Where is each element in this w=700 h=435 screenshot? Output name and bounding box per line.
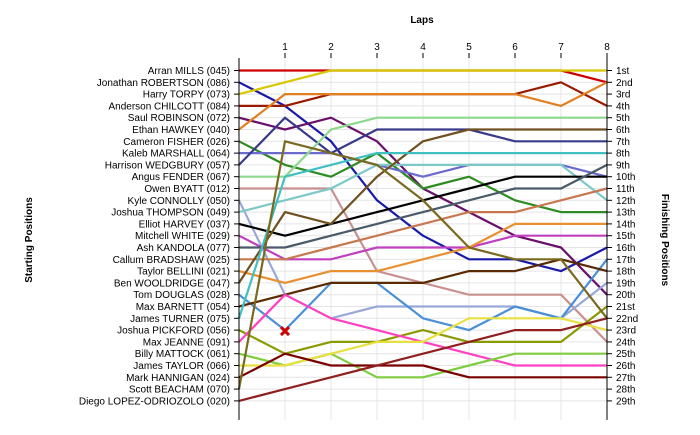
starting-position-label: Arran MILLS (045) — [148, 66, 230, 77]
finishing-position-label: 15th — [616, 231, 635, 242]
series-line — [238, 128, 607, 284]
finishing-position-label: 12th — [616, 196, 635, 207]
starting-position-label: Joshua PICKFORD (056) — [117, 326, 230, 337]
series-line — [238, 317, 608, 402]
starting-position-label: Diego LOPEZ-ODRIOZOLO (020) — [79, 396, 230, 407]
left-axis-title: Starting Positions — [24, 197, 35, 283]
starting-position-label: Callum BRADSHAW (025) — [113, 255, 230, 266]
series-line — [238, 258, 608, 332]
series-line — [237, 152, 607, 319]
series-line — [238, 258, 608, 308]
starting-position-label: Cameron FISHER (026) — [123, 137, 230, 148]
starting-position-labels: Arran MILLS (045)Jonathan ROBERTSON (086… — [79, 66, 239, 407]
finishing-position-labels: 1st2nd3rd4th5th6th7th8th9th10th11th12th1… — [607, 66, 638, 407]
finishing-position-label: 2nd — [616, 78, 633, 89]
finishing-position-label: 26th — [616, 361, 635, 372]
series-line — [238, 163, 608, 214]
series-line — [238, 81, 608, 131]
series-line — [239, 317, 608, 367]
starting-position-label: Max BARNETT (054) — [136, 302, 230, 313]
x-tick-label: 5 — [466, 42, 472, 53]
finishing-position-label: 5th — [616, 113, 630, 124]
x-tick-label: 8 — [604, 42, 610, 53]
finishing-position-label: 3rd — [616, 90, 630, 101]
finishing-position-label: 27th — [616, 373, 635, 384]
starting-position-label: Harrison WEDGBURY (057) — [105, 160, 230, 171]
finishing-position-label: 16th — [616, 243, 635, 254]
finishing-position-label: 25th — [616, 349, 635, 360]
right-axis-title: Finishing Positions — [659, 194, 670, 287]
starting-position-label: Ash KANDOLA (077) — [137, 243, 230, 254]
starting-position-label: Kyle CONNOLLY (050) — [128, 196, 230, 207]
starting-position-label: Billy MATTOCK (061) — [135, 349, 230, 360]
x-tick-label: 7 — [558, 42, 564, 53]
starting-position-label: James TURNER (075) — [130, 314, 230, 325]
starting-position-label: Taylor BELLINI (021) — [137, 267, 230, 278]
starting-position-label: Harry TORPY (073) — [143, 90, 230, 101]
starting-position-label: Ethan HAWKEY (040) — [132, 125, 230, 136]
finishing-position-label: 7th — [616, 137, 630, 148]
series-line — [238, 116, 607, 166]
starting-position-label: Angus FENDER (067) — [132, 172, 230, 183]
finishing-position-label: 20th — [616, 290, 635, 301]
finishing-position-label: 18th — [616, 267, 635, 278]
x-tick-label: 3 — [374, 42, 380, 53]
series-line — [238, 234, 607, 261]
starting-position-label: Max JEANNE (091) — [143, 337, 230, 348]
x-tick-label: 2 — [328, 42, 334, 53]
finishing-position-label: 1st — [616, 66, 630, 77]
finishing-position-label: 9th — [616, 160, 630, 171]
x-axis-title: Laps — [410, 15, 434, 26]
finishing-position-label: 23rd — [616, 326, 636, 337]
series-line — [238, 69, 607, 96]
starting-position-label: Owen BYATT (012) — [144, 184, 230, 195]
finishing-position-label: 19th — [616, 278, 635, 289]
finishing-position-label: 10th — [616, 172, 635, 183]
series-line — [238, 305, 608, 355]
starting-position-label: Mark HANNIGAN (024) — [126, 373, 230, 384]
series-line — [238, 352, 607, 379]
starting-position-label: Elliot HARVEY (037) — [139, 219, 230, 230]
series-line — [239, 163, 608, 249]
series-line — [238, 222, 607, 284]
finishing-position-label: 22nd — [616, 314, 638, 325]
finishing-position-label: 11th — [616, 184, 635, 195]
finishing-position-label: 6th — [616, 125, 630, 136]
starting-position-label: Anderson CHILCOTT (084) — [108, 101, 230, 112]
starting-position-label: James TAYLOR (066) — [133, 361, 230, 372]
x-tick-label: 6 — [512, 42, 518, 53]
finishing-position-label: 14th — [616, 219, 635, 230]
series-line — [239, 116, 607, 178]
starting-position-label: Saul ROBINSON (072) — [128, 113, 230, 124]
axes — [238, 58, 608, 420]
starting-position-label: Jonathan ROBERTSON (086) — [97, 78, 230, 89]
starting-position-label: Mitchell WHITE (029) — [135, 231, 230, 242]
finishing-position-label: 29th — [616, 396, 635, 407]
x-tick-label: 1 — [282, 42, 288, 53]
starting-position-label: Scott BEACHAM (070) — [129, 385, 230, 396]
series-line — [239, 187, 608, 261]
crash-marker-icon — [279, 326, 291, 337]
starting-position-label: Kaleb MARSHALL (064) — [122, 149, 230, 160]
crash-marker-layer — [279, 326, 291, 337]
finishing-position-label: 8th — [616, 149, 630, 160]
starting-position-label: Ben WOOLDRIDGE (047) — [114, 278, 230, 289]
series-line — [237, 140, 608, 390]
finishing-position-label: 4th — [616, 101, 630, 112]
starting-position-label: Tom DOUGLAS (028) — [133, 290, 230, 301]
finishing-position-label: 24th — [616, 337, 635, 348]
finishing-position-label: 28th — [616, 385, 635, 396]
starting-position-label: Joshua THOMPSON (049) — [111, 208, 230, 219]
series-line — [238, 140, 607, 214]
finishing-position-label: 13th — [616, 208, 635, 219]
finishing-position-label: 21st — [616, 302, 635, 313]
x-axis-ticks: 1 2 3 4 5 6 7 8 — [282, 42, 610, 58]
finishing-position-label: 17th — [616, 255, 635, 266]
series-lines — [237, 69, 608, 402]
series-line — [238, 81, 608, 273]
x-tick-label: 4 — [420, 42, 426, 53]
